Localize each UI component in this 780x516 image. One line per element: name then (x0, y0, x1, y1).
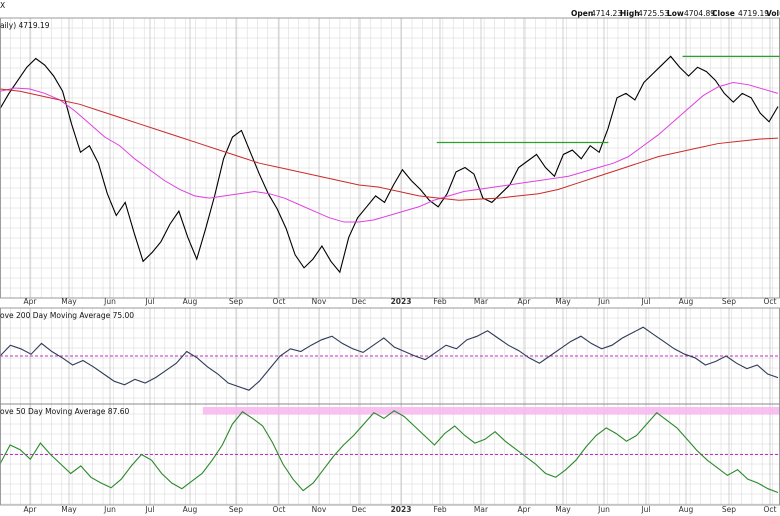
x-tick-label: Dec (352, 505, 367, 514)
x-tick-label: May (61, 505, 77, 514)
x-tick-label: 2023 (391, 505, 412, 514)
x-tick-label: Jul (640, 505, 650, 514)
x-tick-label: May (555, 505, 571, 514)
x-tick-label: Oct (273, 505, 286, 514)
open-label: Open (571, 9, 593, 18)
highlight-band (202, 407, 780, 415)
x-tick-label: Apr (518, 505, 532, 514)
x-tick-label: Apr (518, 297, 532, 306)
x-tick-label: Aug (679, 505, 694, 514)
series-price (0, 55, 779, 274)
volume-label: Volu (766, 9, 780, 18)
x-tick-label: Feb (433, 297, 447, 306)
x-tick-label: Jul (144, 505, 154, 514)
x-tick-label: Jul (640, 297, 650, 306)
panel-frames (0, 17, 780, 506)
series-ma50 (0, 81, 779, 223)
x-tick-label: May (555, 297, 571, 306)
x-tick-label: Feb (433, 505, 447, 514)
x-tick-label: Oct (764, 297, 777, 306)
symbol-label: X (0, 1, 5, 10)
grid-layer (0, 17, 780, 505)
x-tick-label: 2023 (391, 297, 412, 306)
x-tick-label: Sep (229, 505, 243, 514)
open-value: 4714.23 (591, 9, 622, 18)
x-tick-label: Nov (312, 297, 327, 306)
series-breadth200 (0, 326, 779, 391)
price-panel-title: aily) 4719.19 (0, 21, 50, 30)
x-tick-label: Sep (229, 297, 243, 306)
axis-labels: Apr May Jun Jul Aug Sep Oct Nov Dec 2023 Feb Mar Apr… (24, 297, 777, 514)
x-tick-label: Aug (679, 297, 694, 306)
x-tick-label: Jul (144, 297, 154, 306)
x-tick-label: Apr (24, 505, 38, 514)
low-label: Low (667, 9, 684, 18)
x-tick-label: Mar (474, 505, 489, 514)
high-value: 4725.53 (638, 9, 669, 18)
x-tick-label: Oct (273, 297, 286, 306)
x-tick-label: Oct (764, 505, 777, 514)
close-label: Close (712, 9, 735, 18)
high-label: High (620, 9, 640, 18)
highlight-band-layer (202, 407, 780, 415)
x-tick-label: May (61, 297, 77, 306)
close-value: 4719.19 (738, 9, 769, 18)
x-tick-label: Dec (352, 297, 367, 306)
x-tick-label: Jun (597, 297, 610, 306)
breadth200-panel-title: ove 200 Day Moving Average 75.00 (0, 311, 134, 320)
series-ma200 (0, 88, 779, 201)
series-breadth50 (0, 410, 779, 494)
x-tick-label: Aug (183, 505, 198, 514)
x-tick-label: Jun (103, 505, 116, 514)
x-tick-label: Jun (597, 505, 610, 514)
series-layer (0, 55, 780, 494)
x-tick-label: Sep (722, 505, 736, 514)
x-tick-label: Mar (474, 297, 489, 306)
x-tick-label: Sep (722, 297, 736, 306)
x-tick-label: Jun (103, 297, 116, 306)
x-tick-label: Nov (312, 505, 327, 514)
breadth50-panel-title: ove 50 Day Moving Average 87.60 (0, 407, 130, 416)
low-value: 4704.89 (684, 9, 715, 18)
x-tick-label: Aug (183, 297, 198, 306)
x-tick-label: Apr (24, 297, 38, 306)
